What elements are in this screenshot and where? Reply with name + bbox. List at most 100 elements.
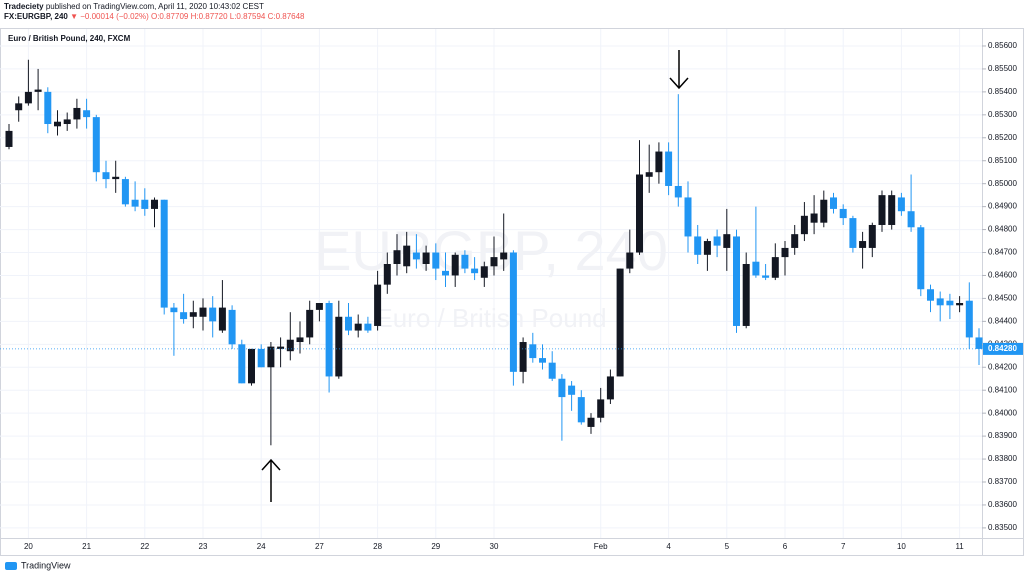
candle-body — [839, 208, 847, 219]
candle-body — [92, 117, 100, 173]
candle-body — [694, 236, 702, 255]
candle-body — [412, 252, 420, 260]
footer-brand: TradingView — [21, 560, 71, 570]
y-tick-label: 0.84400 — [988, 316, 1017, 325]
candle-body — [286, 339, 294, 352]
candle-body — [897, 197, 905, 212]
arrow-up — [261, 458, 281, 502]
arrow-down — [669, 50, 689, 90]
candle-body — [432, 252, 440, 269]
candle-body — [15, 103, 23, 111]
candle-body — [927, 289, 934, 301]
symbol: FX:EURGBP, 240 — [4, 12, 68, 21]
candle-body — [645, 172, 653, 177]
candle-body — [509, 252, 517, 372]
candle-body — [296, 337, 304, 343]
x-tick-label: 24 — [257, 542, 266, 551]
watermark-sub: Euro / British Pound — [375, 303, 606, 333]
candle-body — [24, 91, 32, 104]
candle-body — [723, 234, 731, 248]
candle-body — [374, 284, 382, 326]
last-price-label: 0.84280 — [988, 344, 1017, 353]
ohlc-close: C:0.87648 — [267, 12, 305, 21]
publish-line: Tradeciety published on TradingView.com,… — [4, 2, 305, 12]
candle-body — [228, 309, 236, 345]
y-tick-label: 0.84800 — [988, 225, 1017, 234]
candle-body — [878, 195, 886, 225]
candle-body — [965, 300, 973, 338]
candle-body — [752, 261, 760, 276]
candle-body — [218, 307, 226, 331]
candle-body — [257, 348, 265, 368]
x-tick-label: 27 — [315, 542, 324, 551]
x-tick-label: Feb — [594, 542, 608, 551]
y-tick-label: 0.83700 — [988, 477, 1017, 486]
candle-body — [490, 257, 498, 267]
x-tick-label: 20 — [24, 542, 33, 551]
candle-body — [345, 316, 352, 331]
x-tick-label: 29 — [431, 542, 440, 551]
candle-body — [83, 110, 91, 118]
x-tick-label: 28 — [373, 542, 382, 551]
ohlc-high: H:0.87720 — [190, 12, 228, 21]
candle-body — [180, 312, 188, 320]
candle-body — [548, 362, 556, 379]
ohlc-low: L:0.87594 — [229, 12, 266, 21]
candle-body — [73, 107, 81, 120]
y-tick-label: 0.83900 — [988, 431, 1017, 440]
candle-body — [956, 303, 964, 306]
candle-body — [422, 252, 430, 264]
y-tick-label: 0.85500 — [988, 64, 1017, 73]
y-tick-label: 0.85600 — [988, 41, 1017, 50]
candle-body — [102, 172, 110, 180]
candle-body — [733, 236, 740, 326]
candle-body — [771, 257, 779, 278]
candle-body — [325, 303, 333, 377]
y-tick-label: 0.83500 — [988, 523, 1017, 532]
candle-body — [577, 397, 585, 423]
candle-body — [403, 245, 411, 267]
candle-body — [655, 151, 663, 173]
candle-body — [471, 268, 479, 274]
x-tick-label: 23 — [199, 542, 208, 551]
x-tick-label: 22 — [140, 542, 149, 551]
symbol-line: FX:EURGBP, 240 ▼ −0.00014 (−0.02%) O:0.8… — [4, 12, 305, 22]
candle-body — [868, 224, 876, 248]
candle-body — [606, 376, 614, 400]
candle-body — [830, 197, 837, 209]
candle-body — [209, 307, 217, 322]
x-tick-label: 11 — [955, 542, 964, 551]
candle-body — [917, 227, 925, 290]
last-price-tag — [983, 342, 1023, 355]
candle-body — [141, 199, 149, 209]
watermark: EURGBP, 240 — [314, 219, 668, 282]
candle-body — [112, 176, 120, 180]
candle-body — [335, 316, 343, 377]
candle-body — [975, 337, 983, 349]
candle-body — [199, 307, 207, 317]
footer-logo — [5, 562, 17, 570]
candle-body — [587, 417, 595, 427]
candle-body — [267, 346, 275, 368]
candle-body — [315, 303, 323, 310]
candle-body — [364, 323, 372, 331]
candle-body — [529, 344, 537, 359]
x-tick-label: 6 — [783, 542, 788, 551]
candle-body — [170, 307, 178, 313]
candle-body — [713, 236, 721, 246]
x-tick-label: 10 — [897, 542, 906, 551]
grid — [0, 29, 982, 538]
candle-body — [44, 91, 52, 125]
candle-body — [461, 254, 469, 269]
candle-body — [393, 250, 401, 264]
candle-body — [820, 199, 828, 223]
candle-body — [54, 121, 61, 127]
candle-body — [800, 215, 808, 235]
ohlc-open: O:0.87709 — [150, 12, 189, 21]
candle-body — [665, 151, 673, 186]
y-tick-label: 0.84600 — [988, 271, 1017, 280]
y-tick-label: 0.84100 — [988, 385, 1017, 394]
x-tick-label: 5 — [725, 542, 730, 551]
candle-body — [810, 213, 818, 223]
